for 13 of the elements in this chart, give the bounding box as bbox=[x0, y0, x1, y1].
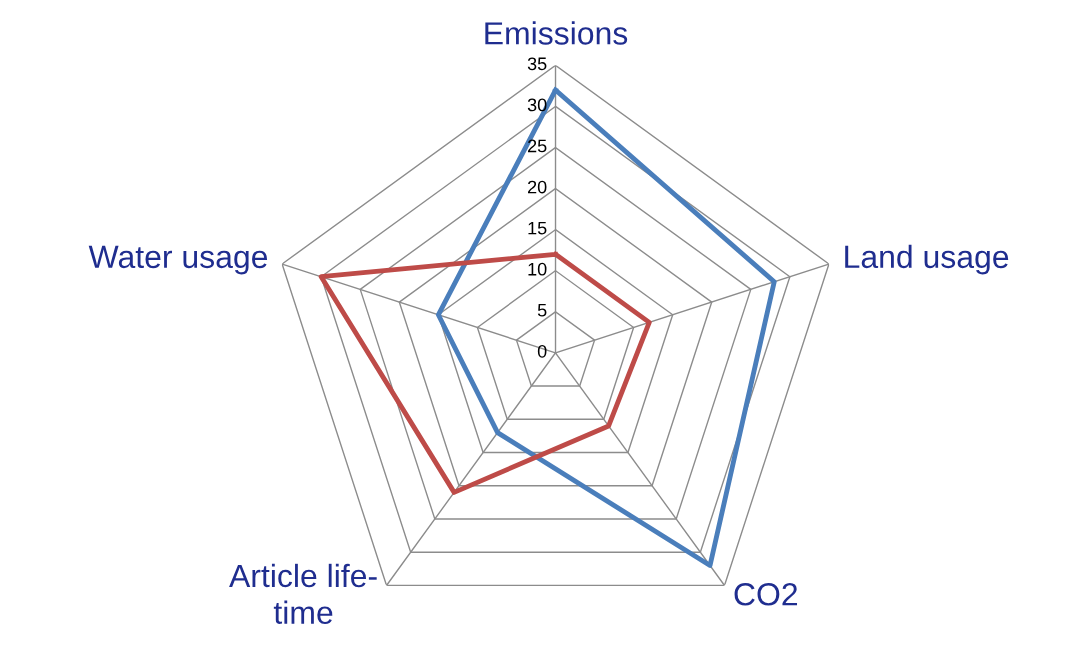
y-tick-label: 30 bbox=[527, 98, 547, 112]
spoke-label: Land usage bbox=[845, 244, 1009, 275]
y-tick-label: 15 bbox=[528, 221, 547, 235]
spoke-label: Article life- time bbox=[229, 563, 377, 624]
y-tick-label: 20 bbox=[528, 180, 547, 194]
y-tick-label: 5 bbox=[537, 304, 547, 317]
y-tick-label: 25 bbox=[528, 139, 547, 153]
spoke-label: Water usage bbox=[88, 245, 268, 275]
y-tick-label: 10 bbox=[528, 262, 547, 276]
spoke-label: Emissions bbox=[485, 21, 628, 45]
spoke-label: CO2 bbox=[734, 583, 798, 606]
y-tick-label: 35 bbox=[527, 57, 547, 71]
y-tick-label: 0 bbox=[537, 344, 547, 358]
